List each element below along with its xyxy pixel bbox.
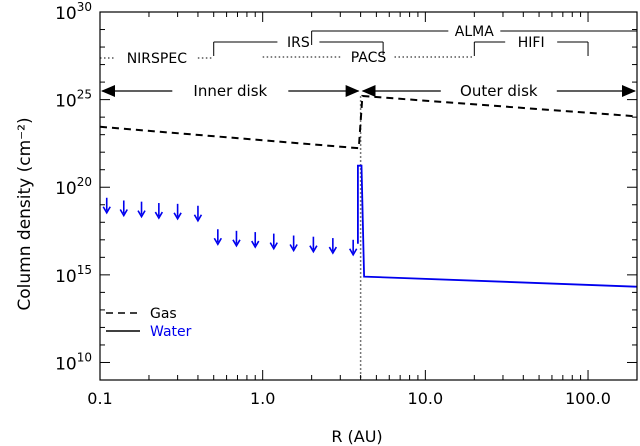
region-outer-disk: Outer disk bbox=[361, 82, 636, 100]
x-tick-label: 1.0 bbox=[250, 389, 275, 408]
upper-limit-arrow-head bbox=[309, 245, 318, 254]
upper-limit-arrow-head bbox=[251, 240, 260, 249]
series-line-water bbox=[356, 164, 638, 288]
instrument-label: PACS bbox=[351, 50, 387, 66]
upper-limit-arrow bbox=[269, 233, 278, 251]
y-tick-label: 1030 bbox=[55, 0, 92, 24]
instrument-label: NIRSPEC bbox=[127, 51, 188, 67]
upper-limit-arrow bbox=[193, 205, 203, 223]
upper-limit-arrow-head bbox=[102, 206, 111, 215]
y-tick-label: 1020 bbox=[55, 175, 92, 199]
x-tick-label: 0.1 bbox=[87, 389, 112, 408]
upper-limit-arrow-head bbox=[213, 237, 223, 246]
plot-frame bbox=[99, 11, 638, 381]
upper-limit-arrow-head bbox=[193, 214, 203, 223]
upper-limit-arrow-head bbox=[154, 211, 164, 220]
axes: 1010 1015 1020 1025 1030 0.1 1.0 10.0 100.0 bbox=[55, 0, 638, 408]
upper-limit-arrow bbox=[137, 201, 146, 219]
upper-limit-arrow bbox=[173, 203, 182, 221]
instrument-nirspec: NIRSPEC bbox=[100, 51, 214, 67]
upper-limit-arrow-head bbox=[232, 239, 241, 248]
upper-limit-arrow bbox=[213, 229, 223, 246]
region-label: Inner disk bbox=[193, 82, 267, 100]
upper-limit-arrow bbox=[251, 232, 260, 249]
upper-limit-arrow bbox=[102, 197, 111, 215]
upper-limit-arrow-head bbox=[119, 209, 128, 218]
upper-limit-arrow-head bbox=[269, 242, 278, 251]
region-label: Outer disk bbox=[460, 82, 538, 100]
region-inner-disk: Inner disk bbox=[101, 82, 360, 100]
instrument-irs: IRS bbox=[213, 35, 384, 56]
instrument-label: HIFI bbox=[518, 35, 545, 51]
y-tick-label: 1025 bbox=[55, 88, 92, 112]
upper-limit-arrow bbox=[289, 235, 298, 253]
upper-limit-arrow bbox=[154, 203, 164, 220]
legend-label-water: Water bbox=[150, 324, 192, 340]
upper-limit-arrow bbox=[328, 238, 338, 255]
x-axis-label: R (AU) bbox=[331, 427, 382, 446]
upper-limit-arrow bbox=[119, 200, 128, 218]
legend-label-gas: Gas bbox=[150, 306, 177, 322]
series-line-gas bbox=[99, 94, 638, 150]
y-axis-label: Column density (cm⁻²) bbox=[15, 117, 35, 310]
axis-labels: R (AU) Column density (cm⁻²) bbox=[15, 117, 383, 446]
x-tick-label: 100.0 bbox=[565, 389, 611, 408]
y-tick-label: 1015 bbox=[55, 263, 92, 287]
upper-limit-arrow bbox=[309, 236, 318, 254]
plot-area: Inner disk Outer disk NIRSPEC IRS PACS HIFI AL… bbox=[99, 24, 638, 380]
instrument-hifi: HIFI bbox=[473, 35, 589, 56]
instrument-label: ALMA bbox=[455, 24, 494, 40]
x-tick-label: 10.0 bbox=[408, 389, 444, 408]
instrument-label: IRS bbox=[287, 35, 310, 51]
upper-limit-arrow-head bbox=[328, 246, 338, 255]
upper-limit-arrow bbox=[232, 230, 241, 248]
upper-limit-arrow-head bbox=[173, 212, 182, 221]
upper-limit-arrow-head bbox=[289, 244, 298, 253]
upper-limit-arrow-head bbox=[137, 210, 146, 219]
instrument-alma: ALMA bbox=[311, 24, 637, 45]
upper-limit-arrow bbox=[348, 239, 358, 257]
y-tick-label: 1010 bbox=[55, 350, 92, 374]
legend: Gas Water bbox=[106, 306, 192, 340]
upper-limit-arrow-head bbox=[348, 248, 358, 257]
instrument-pacs: PACS bbox=[262, 50, 475, 66]
